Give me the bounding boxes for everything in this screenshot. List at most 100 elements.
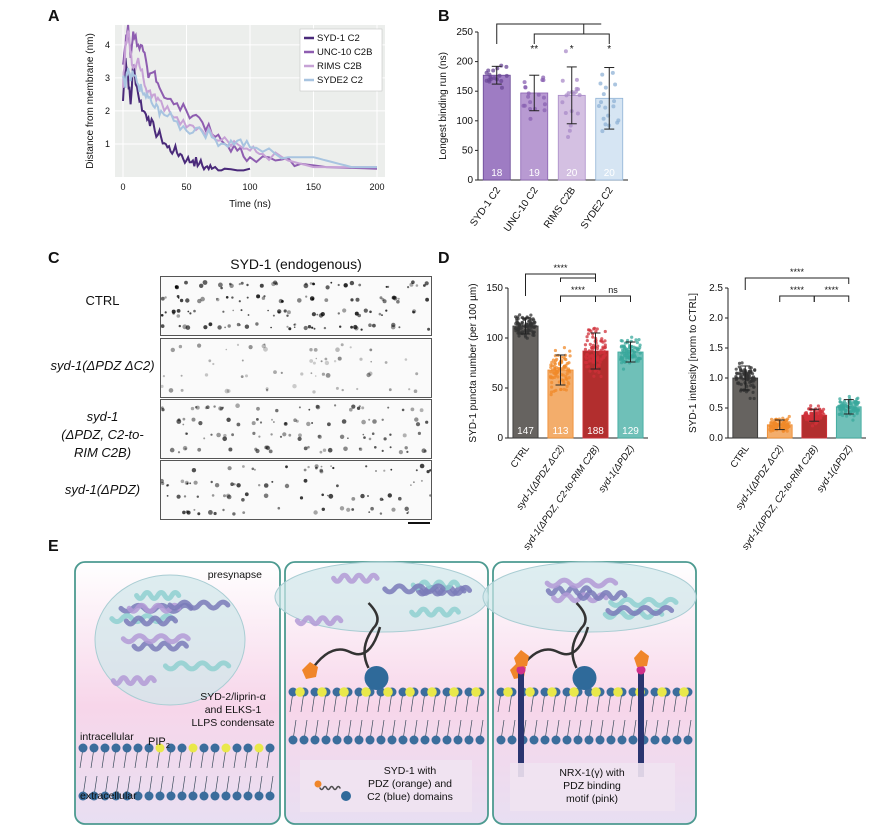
micrograph-punctum [186, 510, 191, 515]
micrograph-punctum [228, 447, 233, 452]
micrograph-punctum [238, 300, 241, 303]
micrograph-punctum [231, 296, 234, 299]
micrograph-punctum [282, 432, 287, 437]
micrograph-punctum [184, 280, 188, 285]
micrograph-punctum [357, 313, 361, 318]
plot-d2-point [739, 376, 743, 380]
plot-d1-point [526, 330, 530, 335]
micrograph-punctum [370, 360, 372, 363]
plot-d1-point [515, 318, 519, 322]
micrograph-punctum [412, 309, 417, 314]
plot-b-sig-label: * [570, 44, 574, 55]
plot-d2-point [781, 416, 785, 420]
lipid-head [496, 687, 506, 697]
micrograph-punctum [261, 296, 266, 300]
micrograph-punctum [255, 448, 260, 454]
plot-d1-sig-bracket [595, 295, 631, 302]
micrograph-punctum [406, 512, 409, 515]
plot-d2-point [751, 390, 755, 394]
micrograph-punctum [406, 450, 409, 453]
micrograph-punctum [309, 348, 313, 352]
micrograph-punctum [193, 508, 196, 511]
micrograph-punctum [246, 283, 249, 287]
micrograph-punctum [303, 468, 307, 472]
micrograph-punctum [215, 297, 218, 300]
micrograph-punctum [347, 437, 349, 439]
scale-bar [408, 522, 430, 524]
plot-b-point [528, 116, 533, 121]
lipid-head [232, 743, 242, 753]
lipid-head [144, 791, 154, 801]
micrograph-punctum [236, 483, 241, 488]
plot-d2-point [855, 401, 859, 405]
plot-d1-point [590, 347, 594, 352]
lipid-head [210, 743, 220, 753]
micrograph-punctum [312, 282, 315, 286]
condensate-protein [544, 577, 619, 589]
plot-d1-point [562, 381, 566, 385]
micrograph-punctum [360, 328, 363, 331]
micrograph-punctum [404, 446, 408, 450]
lipid-head [199, 791, 209, 801]
lipid-head [529, 735, 539, 745]
micrograph-punctum [396, 299, 400, 304]
lipid-head [133, 743, 143, 753]
micrograph-punctum [179, 298, 184, 303]
lipid-head [672, 687, 682, 697]
micrograph-punctum [255, 322, 259, 326]
micrograph-punctum [278, 311, 280, 314]
lipid-head [332, 687, 342, 697]
plot-d2-point [737, 361, 742, 365]
lipid-head [177, 791, 187, 801]
plot-d1-sig-label: **** [553, 263, 568, 273]
micrograph-punctum [309, 359, 314, 363]
plot-b-sig-label: ** [530, 44, 538, 55]
pip2-lipid [657, 687, 667, 697]
plot-d1-point [565, 372, 569, 376]
micrograph-punctum [391, 507, 396, 512]
micrograph-punctum [219, 407, 224, 411]
plot-d1-point [564, 374, 568, 379]
lipid-head [89, 743, 99, 753]
micrograph-punctum [366, 372, 371, 378]
plot-b-point [598, 81, 603, 86]
micrograph-punctum [307, 325, 312, 329]
plot-d2-point [740, 361, 744, 365]
micrograph-punctum [425, 420, 429, 424]
micrograph-punctum [293, 323, 297, 326]
plot-d1-point [519, 326, 523, 330]
plot-d1-point [592, 327, 596, 331]
micrograph-punctum [360, 493, 365, 499]
micrograph-punctum [324, 298, 329, 302]
lipid-head [431, 735, 441, 745]
micrograph-punctum [197, 512, 201, 516]
plot-d1-point [600, 337, 604, 341]
micrograph-punctum [272, 314, 275, 317]
panel-label-e: E [48, 538, 59, 555]
micrograph-punctum [325, 373, 331, 378]
micrograph-punctum [375, 470, 377, 472]
pip2-lipid [295, 687, 305, 697]
lipid-head [606, 735, 616, 745]
lipid-head [122, 791, 132, 801]
micrograph-punctum [298, 433, 302, 438]
nrx-legend-text: motif (pink) [566, 793, 618, 805]
plot-d1-n-label: 147 [517, 426, 534, 437]
presynapse-label: presynapse [208, 569, 262, 581]
plot-d2-point [855, 410, 859, 414]
micrograph-punctum [320, 360, 323, 363]
micrograph-punctum [265, 387, 269, 391]
syd1-linker [571, 602, 587, 669]
plot-d1-point [635, 349, 639, 353]
micrograph-punctum [343, 283, 348, 288]
plot-b-ylabel: Longest binding run (ns) [438, 52, 449, 160]
micrograph-punctum [336, 484, 339, 488]
micrograph-punctum [327, 422, 331, 427]
plot-b-point [499, 85, 504, 90]
micrograph-punctum [391, 322, 396, 328]
plot-d1-point [638, 351, 642, 355]
micrograph-punctum [195, 405, 200, 410]
micrograph-punctum [248, 345, 253, 350]
plot-b-category-label: UNC-10 C2 [502, 185, 541, 234]
nrx1-transmembrane [518, 672, 524, 777]
